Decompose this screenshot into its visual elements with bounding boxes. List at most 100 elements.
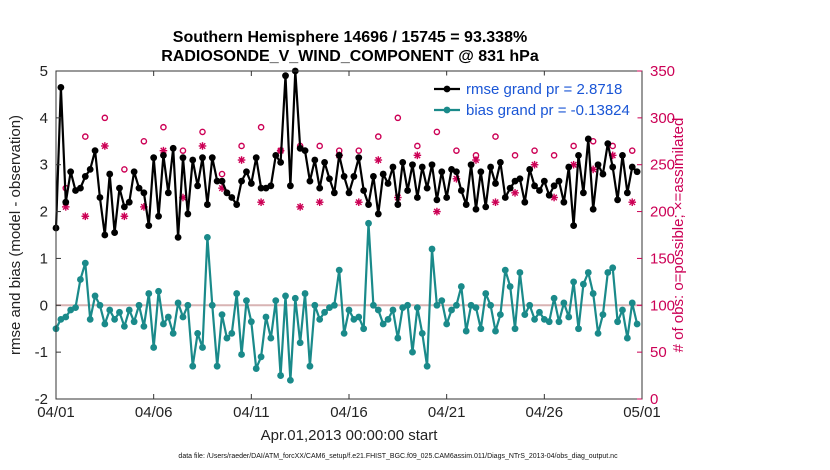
rmse-point [496,158,504,166]
rmse-point [501,194,509,201]
rmse-point [218,177,226,185]
obs-assimilated-point [296,203,304,211]
rmse-point [360,187,368,194]
rmse-point [506,184,514,192]
rmse-point [633,168,641,176]
rmse-point [150,154,158,162]
bias-point [311,301,319,309]
obs-possible-point [628,147,636,154]
obs-possible-point [160,123,167,131]
rmse-point [199,154,206,162]
obs-possible-point [101,114,109,122]
rmse-point [169,144,177,152]
rmse-point [179,154,187,162]
rmse-point [311,156,319,164]
obs-assimilated-point [81,212,90,221]
rmse-point [228,194,236,201]
rmse-point [67,168,75,176]
rmse-point [62,198,70,206]
bias-point [174,299,182,307]
legend-box [429,75,638,123]
rmse-point [223,189,231,197]
obs-assimilated-point [374,156,383,164]
rmse-point [101,231,109,239]
obs-possible-point [316,142,324,150]
bias-point [409,348,416,356]
bias-point [243,297,250,304]
bias-point [130,318,138,326]
y2-axis-label: # of obs: o=possible; ×=assimilated [670,118,687,353]
bias-point [428,245,436,253]
bias-point [423,362,431,370]
bias-point [287,376,294,384]
bias-point [145,290,153,297]
rmse-point [140,189,148,197]
bias-point [179,313,187,321]
obs-possible-point [140,137,148,145]
bias-point [355,313,363,321]
rmse-point [203,201,211,208]
rmse-point [116,184,123,192]
rmse-point [243,168,250,176]
bias-point [96,301,104,309]
footnote: data file: /Users/raeder/DAI/ATM_forcXX/… [178,453,618,460]
rmse-point [384,180,392,187]
y-axis-label: rmse and bias (model - observation) [7,115,24,355]
rmse-point [306,177,314,185]
bias-point [340,330,348,337]
rmse-point [111,229,118,237]
x-axis-label: Apr.01,2013 00:00:00 start [261,427,439,444]
rmse-point [257,184,265,192]
rmse-point [589,205,597,213]
obs-possible-point [511,152,519,159]
bias-point [389,306,397,314]
bias-point [575,325,582,333]
bias-point [614,318,621,326]
obs-assimilated-point [628,198,637,206]
bias-point [277,372,285,379]
bias-point [379,320,387,328]
bias-point [555,318,563,326]
bias-point [86,315,94,323]
rmse-point [599,170,607,178]
rmse-point [492,180,499,187]
bias-point [164,313,172,321]
rmse-point [365,201,372,208]
bias-point [140,322,148,330]
rmse-point [619,151,626,159]
rmse-point [526,166,534,173]
rmse-point [91,147,99,155]
rmse-point [453,168,460,176]
bias-point [218,311,226,319]
rmse-point [443,194,451,201]
bias-point [208,301,216,309]
bias-point [536,308,543,316]
obs-possible-point [550,152,558,159]
rmse-point [155,212,162,220]
bias-point [516,269,524,276]
bias-point [291,294,299,302]
y2-tick-label: 50 [650,344,667,361]
obs-possible-point [394,114,402,122]
bias-point [623,334,631,342]
obs-possible-point [492,133,499,140]
rmse-point [521,198,529,206]
rmse-point [389,163,397,171]
bias-point [360,325,368,333]
rmse-point [316,184,324,192]
bias-point [77,276,84,283]
rmse-point [184,210,192,218]
bias-point [184,301,192,309]
rmse-point [135,184,143,192]
y-tick-label: 3 [40,157,48,174]
bias-point [526,301,534,309]
obs-possible-point [414,142,421,150]
rmse-point [580,189,587,197]
bias-point [238,351,245,358]
rmse-point [565,163,573,171]
rmse-point [472,205,480,213]
bias-point [370,301,377,309]
rmse-point [96,194,104,201]
obs-possible-point [82,133,89,140]
